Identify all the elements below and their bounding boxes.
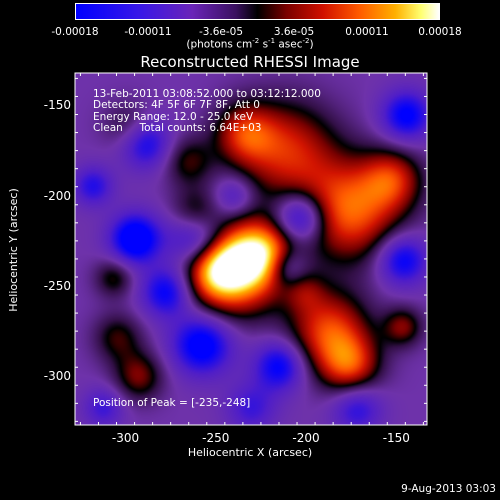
colorbar-units: (photons cm-2 s-1 asec-2) — [186, 37, 314, 51]
colorbar-tick: 0.00018 — [418, 26, 462, 38]
colorbar-tick: -3.6e-05 — [198, 26, 244, 38]
colorbar-tick: 3.6e-05 — [273, 26, 315, 38]
x-tick-label: -300 — [111, 431, 140, 445]
image-title: Reconstructed RHESSI Image — [140, 53, 360, 71]
y-tick-label: -150 — [43, 98, 71, 113]
x-tick-label: -250 — [202, 431, 230, 445]
x-tick-label: -150 — [382, 431, 410, 445]
rhessi-map-canvas — [75, 73, 427, 425]
peak-position: Position of Peak = [-235,-248] — [93, 397, 251, 409]
info-line: Clean Total counts: 6.64E+03 — [93, 121, 262, 134]
colorbar-tick: 0.00011 — [345, 26, 389, 38]
y-tick-label: -300 — [43, 369, 71, 384]
info-line: Energy Range: 12.0 - 25.0 keV — [93, 110, 254, 123]
rhessi-map — [75, 73, 427, 425]
x-axis-label: Heliocentric X (arcsec) — [187, 446, 313, 459]
y-tick-label: -200 — [43, 188, 71, 203]
colorbar-tick: -0.00011 — [124, 26, 172, 38]
y-tick-label: -250 — [43, 279, 71, 293]
y-axis-label: Heliocentric Y (arcsec) — [7, 188, 20, 312]
info-line: 13-Feb-2011 03:08:52.000 to 03:12:12.000 — [93, 88, 321, 100]
x-tick-label: -200 — [292, 431, 320, 445]
colorbar-tick: -0.00018 — [51, 26, 99, 38]
colorbar — [75, 3, 440, 20]
info-panel: 13-Feb-2011 03:08:52.000 to 03:12:12.000… — [93, 88, 321, 134]
timestamp: 9-Aug-2013 03:03 — [401, 483, 496, 495]
info-line: Detectors: 4F 5F 6F 7F 8F, Att 0 — [93, 99, 260, 112]
